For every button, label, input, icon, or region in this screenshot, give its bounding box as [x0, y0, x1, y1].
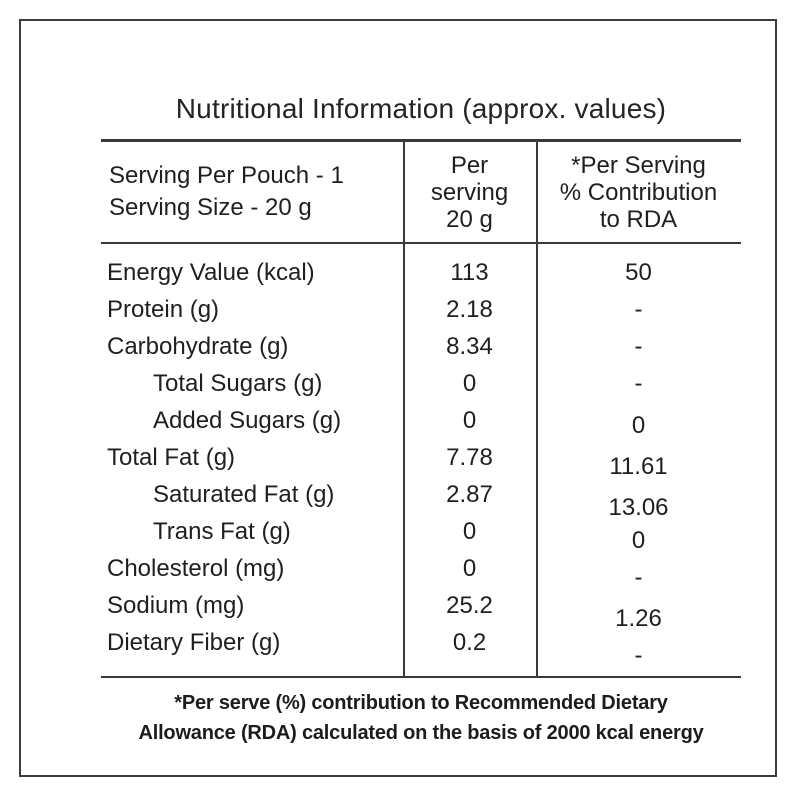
row-rda-total-fat: 11.61: [609, 453, 668, 480]
row-value-total-fat: 7.78: [446, 444, 493, 471]
rda-footnote: *Per serve (%) contribution to Recommend…: [101, 688, 741, 748]
row-rda-carbohydrate: -: [634, 333, 643, 360]
serving-per-pouch-text: Serving Per Pouch - 1: [109, 162, 344, 189]
serving-info-header: Serving Per Pouch - 1 Serving Size - 20 …: [101, 142, 403, 242]
row-value-added-sugars: 0: [462, 407, 477, 434]
rda-footnote-line1: *Per serve (%) contribution to Recommend…: [174, 692, 668, 714]
rda-column-header: *Per Serving % Contribution to RDA: [536, 142, 741, 242]
per-serving-column-header: Per serving 20 g: [403, 142, 536, 242]
nutrition-title: Nutritional Information (approx. values): [175, 93, 667, 124]
row-rda-energy: 50: [625, 259, 652, 286]
row-label-added-sugars: Added Sugars (g): [153, 407, 342, 434]
row-rda-protein: -: [634, 296, 643, 323]
row-label-dietary-fiber: Dietary Fiber (g): [107, 629, 281, 656]
rda-header-line2: % Contribution: [559, 178, 718, 206]
row-value-carbohydrate: 8.34: [446, 333, 493, 360]
rda-footnote-line2: Allowance (RDA) calculated on the basis …: [138, 722, 704, 744]
row-rda-cholesterol: -: [634, 564, 643, 591]
column-divider-2: [536, 142, 538, 678]
row-label-sodium: Sodium (mg): [107, 592, 245, 619]
row-label-total-fat: Total Fat (g): [107, 444, 236, 471]
row-label-protein: Protein (g): [107, 296, 220, 323]
per-serving-header-line2: serving: [430, 178, 509, 206]
row-value-dietary-fiber: 0.2: [452, 629, 487, 656]
rda-header-line3: to RDA: [599, 205, 678, 233]
row-label-energy: Energy Value (kcal): [107, 259, 315, 286]
row-rda-saturated-fat: 13.06: [608, 494, 669, 521]
row-label-cholesterol: Cholesterol (mg): [107, 555, 285, 582]
row-label-total-sugars: Total Sugars (g): [153, 370, 323, 397]
table-header-row: Serving Per Pouch - 1 Serving Size - 20 …: [101, 142, 741, 244]
serving-size-text: Serving Size - 20 g: [109, 194, 312, 221]
row-value-energy: 113: [450, 259, 489, 286]
row-rda-sodium: 1.26: [615, 605, 662, 632]
row-rda-total-sugars: -: [634, 370, 643, 397]
row-label-saturated-fat: Saturated Fat (g): [153, 481, 335, 508]
row-rda-added-sugars: 0: [631, 412, 646, 439]
nutrition-table: Serving Per Pouch - 1 Serving Size - 20 …: [101, 139, 741, 678]
row-value-total-sugars: 0: [462, 370, 477, 397]
row-label-trans-fat: Trans Fat (g): [153, 518, 291, 545]
row-label-carbohydrate: Carbohydrate (g): [107, 333, 289, 360]
row-rda-dietary-fiber: -: [634, 642, 643, 669]
rda-header-line1: *Per Serving: [571, 151, 706, 179]
row-value-sodium: 25.2: [446, 592, 493, 619]
per-serving-header-line3: 20 g: [446, 205, 493, 233]
row-value-cholesterol: 0: [462, 555, 477, 582]
table-body: Energy Value (kcal) 113 50 Protein (g) 2…: [101, 244, 741, 678]
row-rda-trans-fat: 0: [631, 527, 646, 554]
per-serving-header-line1: Per: [450, 151, 489, 179]
row-value-trans-fat: 0: [462, 518, 477, 545]
label-border-frame: Nutritional Information (approx. values)…: [19, 19, 777, 777]
row-value-protein: 2.18: [446, 296, 493, 323]
column-divider-1: [403, 142, 405, 678]
row-value-saturated-fat: 2.87: [446, 481, 493, 508]
nutrition-label: Nutritional Information (approx. values)…: [101, 79, 741, 748]
